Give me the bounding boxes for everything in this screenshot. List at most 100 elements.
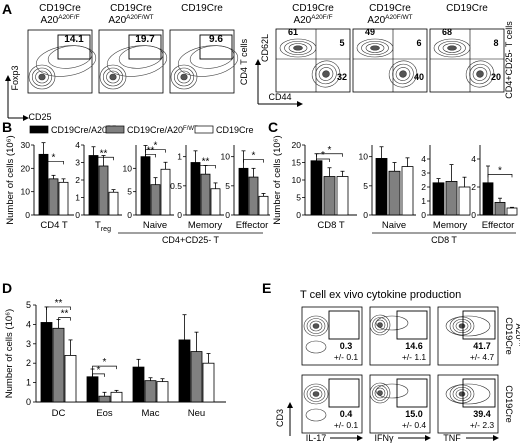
cyto-contour-0-2 [455,321,469,331]
cyto-contour-0-0 [303,315,329,337]
foxp3-neg-contour-2 [180,73,188,81]
chart-d-bar-3-1 [190,351,203,403]
panel-d-letter: D [2,280,12,296]
chart-b-tick-label-1-4: 4 [75,140,80,150]
cd62l-memory-contour-1 [395,67,411,81]
cyto-contour-0-1 [369,314,391,336]
cyto-gate-0-0 [328,310,360,340]
chart-b-tick-label-2-0: 0 [127,210,132,220]
cyto-x-label-2: TNF [443,433,461,443]
chart-d-sig-bracket-0 [46,306,71,310]
foxp3-subtitle-1: A20A20F/WT [108,14,153,26]
cyto-contour-1-2 [449,384,475,404]
cd62l-naive-contour-0 [284,40,312,56]
foxp3-neg-contour-1 [99,64,127,90]
cyto-gate-0-1 [396,310,428,340]
chart-b-tick-label-0-3: 30 [21,140,31,150]
cyto-sd-1-1: +/- 0.4 [402,420,427,430]
chart-c-subgroup-label: CD8 T [431,235,457,245]
cd62l-memory-contour-1 [392,63,414,85]
cyto-contour-1-0 [306,386,326,402]
chart-d-bar-2-0 [132,366,145,403]
chart-b-bar-2-1 [150,184,161,216]
cyto-contour-0-0 [306,318,326,334]
cyto-contour-0-0 [309,320,323,332]
foxp3-neg-contour-1 [106,70,120,84]
cd62l-q-tl-0: 61 [288,27,298,37]
foxp3-subtitle-a20-0: A20 [40,15,58,26]
chart-b-tick-label-3-1: 0.5 [170,181,182,191]
chart-b-sig-bracket-4-0 [243,159,264,163]
chart-b-tick-label-0-0: 0 [25,210,30,220]
chart-b-group-label-0: CD4 T [40,220,67,231]
chart-b-bar-3-2 [210,188,221,216]
cyto-x-label-0: IL-17 [306,433,327,443]
chart-b-sig-label-2-1: * [154,141,158,152]
chart-c-sig-bracket-3-0 [487,174,513,178]
cyto-value-0-0: 0.3 [340,341,353,351]
cyto-contour-low-1-0 [305,408,327,422]
cd62l-memory-contour-2 [472,67,488,81]
legend-swatch-0 [29,125,49,134]
cd62l-memory-contour-2 [476,70,484,78]
cd62l-naive-contour-0 [288,43,308,53]
foxp3-neg-contour-2 [170,64,198,90]
cd62l-q-tl-1: 49 [365,27,375,37]
cyto-value-0-1: 14.6 [405,341,423,351]
foxp3-subtitle-sup-1: A20F/WT [126,14,153,21]
cd62l-memory-contour-0 [315,63,337,85]
cyto-sd-1-2: +/- 2.3 [470,420,495,430]
cd62l-plots: CD19CreA20A20F/F61532CD19CreA20A20F/WT49… [255,3,514,107]
cd62l-plot-2 [429,28,505,93]
cd62l-q-br-0: 32 [337,72,347,82]
chart-b-tick-label-4-1: 5 [225,181,230,191]
cyto-value-0-2: 41.7 [473,341,491,351]
chart-b-tick-label-1-1: 1 [75,193,80,203]
cyto-contour-0-1 [372,317,388,333]
chart-b-subgroup-label: CD4+CD25- T [162,235,220,245]
foxp3-tail-contour2-2 [189,45,235,69]
foxp3-tail-contour-2 [177,45,239,77]
chart-b-sig-bracket-0-0 [43,160,64,165]
legend-label-2: CD19Cre [216,125,254,135]
chart-c-bar-3-0 [482,182,494,216]
cd62l-q-tr-2: 8 [493,38,498,48]
cd62l-q-tr-1: 6 [416,38,421,48]
cd62l-q-tr-0: 5 [339,38,344,48]
chart-d-tick-label-0: 0 [26,397,31,407]
cd62l-naive-contour-1 [365,43,385,53]
cyto-contour-0-1 [374,319,386,331]
cyto-contour-tail-1-1 [375,383,409,399]
cd62l-subtitle-a20-0: A20 [293,15,311,26]
legend-swatch-1 [105,125,125,134]
cyto-contour-0-2 [452,318,472,334]
cd62l-memory-contour-2 [469,63,491,85]
foxp3-subtitle-a20-1: A20 [108,15,126,26]
cyto-contour-0-2 [449,316,475,336]
cd62l-naive-contour-2 [438,40,466,56]
chart-b-bar-2-2 [160,168,171,216]
cyto-contour-0-2 [458,323,466,329]
cd62l-subtitle-sup-0: A20F/F [311,14,332,21]
cyto-contour-1-2 [452,386,472,402]
foxp3-title-0: CD19Cre [39,3,81,14]
cd62l-memory-contour-0 [318,67,334,81]
foxp3-gate-2 [199,34,233,60]
chart-c-tick-label-2-4: 4 [421,154,426,164]
chart-c-group-label-2: Memory [433,220,468,231]
chart-c-bar-0-1 [323,176,336,216]
cd62l-side-label: CD4+CD25- T cells [504,21,514,99]
chart-b-tick-label-0-2: 20 [21,163,31,173]
cyto-gate-0-2 [462,310,496,340]
cyto-x-arrowhead-2 [493,435,499,441]
chart-b-sig-label-4-0: * [252,151,256,162]
chart-c-sig-label-3-0: * [498,165,502,176]
foxp3-plot-2 [169,29,235,94]
chart-c-sig-bracket-0-0 [316,158,330,162]
chart-d-sig-label-0: ** [55,298,63,309]
